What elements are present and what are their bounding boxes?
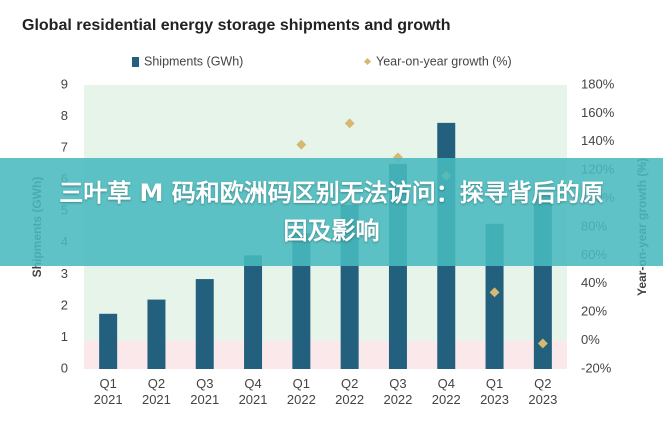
- bar: [99, 313, 118, 369]
- x-tick-label: Q4 2021: [238, 376, 268, 407]
- y-tick-label: 3: [61, 266, 68, 281]
- y2-tick-label: 0%: [581, 332, 600, 347]
- overlay-banner: 三叶草 M 码和欧洲码区别无法访问：探寻背后的原因及影响: [0, 158, 663, 266]
- x-tick-label: Q2 2021: [141, 376, 171, 407]
- x-tick-label: Q1 2023: [480, 376, 509, 407]
- y2-tick-label: 180%: [581, 76, 615, 91]
- y2-tick-label: 140%: [581, 133, 615, 148]
- x-tick-label: Q1 2022: [286, 376, 316, 407]
- x-tick-label: Q4 2022: [431, 376, 461, 407]
- bar: [195, 279, 214, 369]
- y-tick-label: 2: [61, 297, 68, 312]
- growth-marker: [489, 287, 500, 298]
- x-tick-label: Q2 2022: [335, 376, 365, 407]
- x-tick-label: Q3 2022: [383, 376, 413, 407]
- legend-swatch: [132, 57, 139, 67]
- bar: [244, 255, 263, 369]
- y-tick-label: 7: [61, 140, 68, 155]
- x-tick-label: Q1 2021: [93, 376, 123, 407]
- y2-tick-label: 160%: [581, 105, 615, 120]
- bar: [147, 299, 166, 369]
- overlay-title: 三叶草 M 码和欧洲码区别无法访问：探寻背后的原因及影响: [59, 179, 604, 245]
- y2-tick-label: 40%: [581, 275, 607, 290]
- y2-tick-label: -20%: [581, 360, 612, 375]
- chart-title: Global residential energy storage shipme…: [22, 17, 451, 34]
- x-tick-label: Q3 2021: [190, 376, 220, 407]
- growth-marker: [537, 338, 548, 349]
- y-tick-label: 1: [61, 329, 68, 344]
- growth-marker: [296, 139, 307, 150]
- legend-swatch: [363, 57, 372, 66]
- legend-label: Year-on-year growth (%): [376, 54, 512, 68]
- bar: [292, 233, 311, 369]
- y2-tick-label: 20%: [581, 304, 607, 319]
- y-tick-label: 8: [61, 108, 68, 123]
- y-tick-label: 9: [61, 76, 68, 91]
- y-tick-label: 0: [61, 360, 68, 375]
- x-tick-label: Q2 2023: [528, 376, 558, 407]
- legend-label: Shipments (GWh): [144, 54, 243, 68]
